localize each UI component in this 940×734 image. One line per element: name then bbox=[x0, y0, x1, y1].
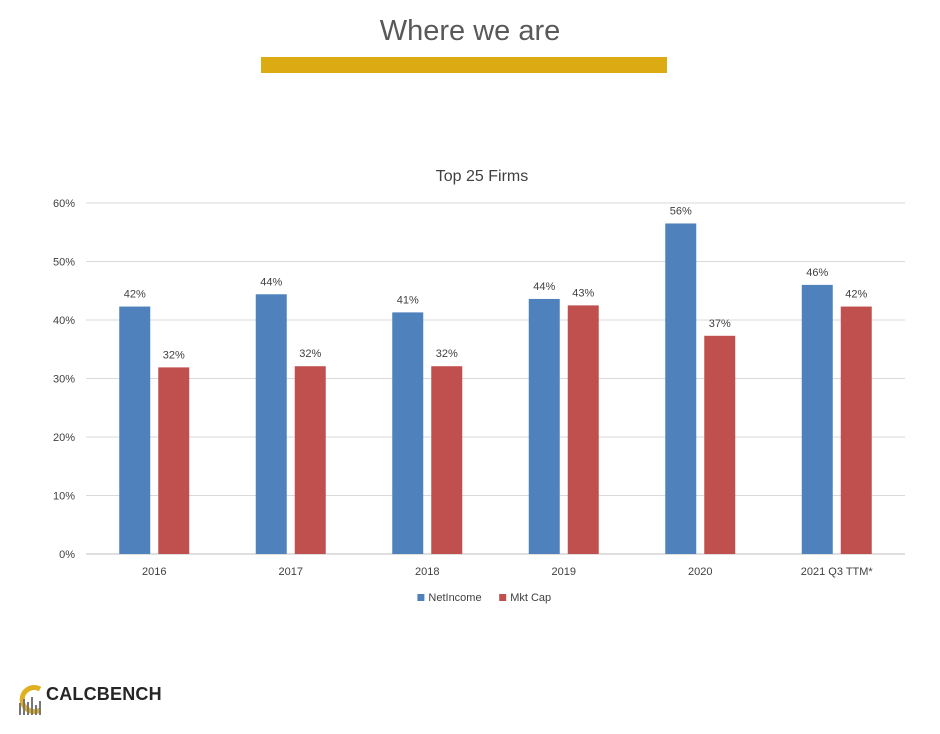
bar-mkt-cap bbox=[431, 366, 463, 554]
data-label: 43% bbox=[572, 287, 594, 299]
logo-text: CALCBENCH bbox=[46, 684, 162, 704]
data-label: 56% bbox=[670, 205, 692, 217]
bar-mkt-cap bbox=[704, 335, 736, 554]
slide-title: Where we are bbox=[379, 15, 561, 47]
legend-swatch bbox=[417, 594, 425, 601]
calcbench-logo-icon bbox=[19, 685, 42, 715]
data-label: 41% bbox=[397, 294, 419, 306]
data-label: 42% bbox=[124, 289, 146, 301]
data-label: 42% bbox=[845, 289, 867, 301]
x-tick-label: 2020 bbox=[688, 566, 712, 578]
x-tick-label: 2018 bbox=[415, 566, 439, 578]
y-axis: 0% 10% 20% 30% 40% 50% 60% bbox=[53, 198, 75, 561]
legend-label: Mkt Cap bbox=[510, 592, 551, 604]
data-label: 32% bbox=[436, 348, 458, 360]
legend-swatch bbox=[499, 594, 507, 601]
bar-netincome bbox=[119, 306, 151, 554]
data-label: 44% bbox=[260, 276, 282, 288]
y-tick-label: 60% bbox=[53, 198, 75, 210]
legend: NetIncome Mkt Cap bbox=[417, 592, 551, 604]
x-tick-label: 2016 bbox=[142, 566, 166, 578]
chart-title: Top 25 Firms bbox=[436, 168, 528, 185]
title-accent-bar bbox=[261, 57, 667, 73]
data-label: 32% bbox=[299, 348, 321, 360]
gridlines bbox=[86, 202, 905, 555]
bars: 42% 32% 44% 32% 41% 32% 44% 43% 56% 37% 46% 42% bbox=[119, 205, 872, 554]
bar-netincome bbox=[392, 312, 424, 554]
x-tick-label: 2021 Q3 TTM* bbox=[801, 566, 874, 578]
calcbench-logo: CALCBENCH bbox=[16, 683, 176, 717]
y-tick-label: 10% bbox=[53, 491, 75, 503]
bar-mkt-cap bbox=[158, 367, 190, 554]
bar-mkt-cap bbox=[294, 366, 326, 554]
bar-mkt-cap bbox=[567, 305, 599, 554]
x-tick-label: 2019 bbox=[552, 566, 576, 578]
x-axis: 2016 2017 2018 2019 2020 2021 Q3 TTM* bbox=[142, 566, 873, 578]
bar-netincome bbox=[801, 284, 833, 554]
y-tick-label: 0% bbox=[59, 549, 75, 561]
x-tick-label: 2017 bbox=[279, 566, 303, 578]
y-tick-label: 50% bbox=[53, 257, 75, 269]
data-label: 44% bbox=[533, 281, 555, 293]
y-tick-label: 40% bbox=[53, 315, 75, 327]
bar-netincome bbox=[665, 223, 697, 554]
data-label: 37% bbox=[709, 318, 731, 330]
bar-mkt-cap bbox=[840, 306, 872, 554]
data-label: 32% bbox=[163, 349, 185, 361]
data-label: 46% bbox=[806, 267, 828, 279]
y-tick-label: 20% bbox=[53, 432, 75, 444]
legend-label: NetIncome bbox=[428, 592, 481, 604]
bar-netincome bbox=[528, 298, 560, 554]
bar-netincome bbox=[255, 294, 287, 554]
y-tick-label: 30% bbox=[53, 374, 75, 386]
